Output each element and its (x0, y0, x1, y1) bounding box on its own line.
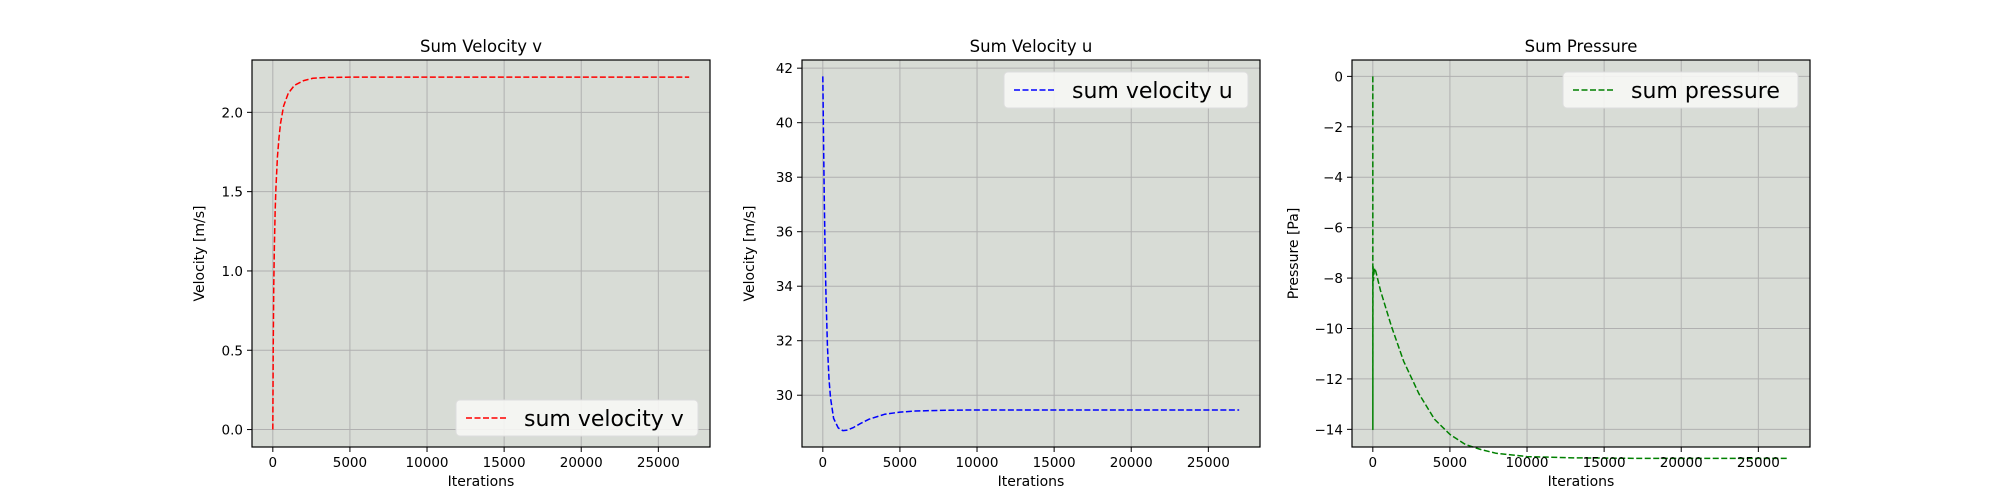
y-tick-label: 0.5 (222, 343, 243, 359)
y-tick-label: 34 (776, 279, 793, 295)
y-tick-label: 38 (776, 170, 793, 186)
series-line-1 (1372, 76, 1790, 460)
x-axis-label: Iterations (1548, 474, 1615, 490)
legend-entry-label: sum velocity u (1072, 79, 1233, 104)
x-tick-label: 5000 (333, 455, 367, 471)
y-axis-label: Velocity [m/s] (742, 206, 758, 302)
x-tick-label: 25000 (1187, 455, 1230, 471)
axes-frame (1351, 59, 1811, 448)
y-tick-label: 2.0 (222, 105, 243, 121)
x-tick-label: 15000 (1583, 455, 1626, 471)
x-tick-label: 10000 (1506, 455, 1549, 471)
legend-entry-label: sum velocity v (524, 407, 684, 432)
y-tick-label: 1.0 (222, 264, 243, 280)
x-tick-label: 5000 (1433, 455, 1467, 471)
legend-box (455, 399, 699, 437)
x-tick-label: 10000 (406, 455, 449, 471)
chart-panel-3: 0 5000 10000 15000 20000 25000 0 −2 −4 −6 −8 −10 −12… (1286, 37, 1811, 490)
legend-entry-label: sum pressure (1631, 79, 1780, 104)
x-tick-label: 20000 (1660, 455, 1703, 471)
axes-frame (251, 59, 711, 448)
legend: sum pressure (1562, 71, 1799, 109)
y-tick-label: 0 (1334, 69, 1343, 85)
chart-title: Sum Pressure (1525, 37, 1638, 56)
y-tick-label: −2 (1323, 120, 1343, 136)
legend: sum velocity u (1003, 71, 1249, 109)
x-tick-label: 15000 (483, 455, 526, 471)
y-tick-label: 40 (776, 116, 793, 132)
plot-area (252, 60, 710, 447)
x-tick-label: 0 (269, 455, 278, 471)
x-tick-label: 25000 (1737, 455, 1780, 471)
x-tick-label: 20000 (1110, 455, 1153, 471)
y-tick-label: −10 (1315, 322, 1344, 338)
x-tick-label: 20000 (560, 455, 603, 471)
chart-panel-2: 0 5000 10000 15000 20000 25000 30 32 34 36 38 40 42 S… (742, 37, 1261, 490)
x-tick-label: 0 (819, 455, 828, 471)
x-axis-label: Iterations (448, 474, 515, 490)
x-tick-label: 25000 (637, 455, 680, 471)
y-tick-label: 36 (776, 225, 793, 241)
x-axis-label: Iterations (998, 474, 1065, 490)
y-tick-label: −12 (1315, 372, 1344, 388)
y-axis-label: Velocity [m/s] (192, 206, 208, 302)
plot-area (802, 60, 1260, 447)
legend: sum velocity v (455, 399, 699, 437)
y-tick-label: −6 (1323, 221, 1343, 237)
chart-title: Sum Velocity v (420, 37, 542, 56)
y-tick-label: 0.0 (222, 423, 243, 439)
y-tick-label: 32 (776, 334, 793, 350)
x-tick-label: 10000 (956, 455, 999, 471)
legend-box (1562, 71, 1799, 109)
y-tick-label: 42 (776, 61, 793, 77)
legend-box (1003, 71, 1249, 109)
x-tick-label: 0 (1369, 455, 1378, 471)
axes-frame (801, 59, 1261, 448)
chart-panel-1: 0 5000 10000 15000 20000 25000 0.0 0.5 1.0 1.5 2.0… (192, 37, 711, 490)
x-tick-label: 5000 (883, 455, 917, 471)
plot-area (1352, 60, 1810, 447)
x-tick-label: 15000 (1033, 455, 1076, 471)
y-tick-label: −4 (1323, 170, 1343, 186)
chart-title: Sum Velocity u (970, 37, 1093, 56)
y-tick-label: 1.5 (222, 185, 243, 201)
y-axis-label: Pressure [Pa] (1286, 208, 1302, 300)
y-tick-label: 30 (776, 388, 793, 404)
y-tick-label: −14 (1315, 422, 1344, 438)
y-tick-label: −8 (1323, 271, 1343, 287)
